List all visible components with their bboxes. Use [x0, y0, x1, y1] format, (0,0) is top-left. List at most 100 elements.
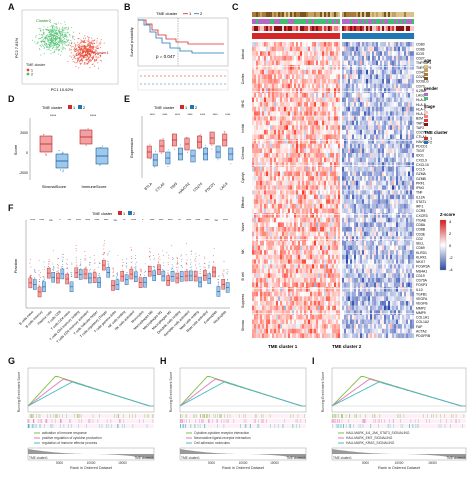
heatmap-cell	[346, 227, 348, 232]
heatmap-cell	[342, 144, 344, 149]
heatmap-cell	[412, 111, 414, 116]
heatmap-cell	[262, 135, 264, 140]
heatmap-cell	[266, 102, 268, 107]
pca-point-cluster-1	[87, 59, 88, 60]
pca-point-cluster-2	[47, 36, 48, 37]
heatmap-cell	[282, 213, 284, 218]
heatmap-cell	[388, 56, 390, 61]
heatmap-cell	[374, 232, 376, 237]
heatmap-cell	[342, 111, 344, 116]
heatmap-cell	[368, 111, 370, 116]
heatmap-cell	[296, 241, 298, 246]
heatmap-cell	[320, 172, 322, 177]
panel-b-survival: TME cluster 1 2 p = 0.047 Survival proba…	[128, 8, 232, 94]
heatmap-cell	[308, 135, 310, 140]
heatmap-cell	[336, 42, 338, 47]
heatmap-cell	[270, 107, 272, 112]
heatmap-cell	[262, 42, 264, 47]
heatmap-cell	[300, 79, 302, 84]
heatmap-cell	[316, 236, 318, 241]
heatmap-cell	[370, 102, 372, 107]
heatmap-cell	[284, 190, 286, 195]
heatmap-cell	[270, 148, 272, 153]
heatmap-cell	[396, 93, 398, 98]
heatmap-cell	[318, 56, 320, 61]
annot-cell-cluster	[288, 33, 290, 39]
pca-point-cluster-2	[40, 31, 41, 32]
heatmap-cell	[378, 199, 380, 204]
heatmap-cell	[310, 195, 312, 200]
heatmap-cell	[404, 236, 406, 241]
heatmap-cell	[254, 98, 256, 103]
heatmap-cell	[316, 246, 318, 251]
heatmap-cell	[286, 148, 288, 153]
heatmap-cell	[392, 148, 394, 153]
heatmap-cell	[396, 61, 398, 66]
heatmap-cell	[282, 65, 284, 70]
heatmap-cell	[350, 227, 352, 232]
pca-point-cluster-2	[59, 45, 60, 46]
heatmap-cell	[392, 195, 394, 200]
heatmap-cell	[352, 144, 354, 149]
heatmap-cell	[294, 125, 296, 130]
heatmap-cell	[402, 246, 404, 251]
heatmap-cell	[332, 61, 334, 66]
heatmap-cell	[396, 241, 398, 246]
annot-cell-cluster	[366, 33, 368, 39]
heatmap-cell	[302, 153, 304, 158]
heatmap-cell	[320, 195, 322, 200]
heatmap-cell	[294, 70, 296, 75]
heatmap-cell	[280, 130, 282, 135]
heatmap-cell	[396, 232, 398, 237]
heatmap-cell	[378, 158, 380, 163]
heatmap-cell	[290, 98, 292, 103]
heatmap-cell	[370, 222, 372, 227]
heatmap-cell	[274, 121, 276, 126]
heatmap-cell	[380, 125, 382, 130]
heatmap-cell	[376, 241, 378, 246]
heatmap-cell	[358, 172, 360, 177]
heatmap-cell	[384, 204, 386, 209]
pca-point-cluster-1	[92, 52, 93, 53]
heatmap-cell	[274, 181, 276, 186]
heatmap-cell	[252, 181, 254, 186]
panel-a-pca: Cluster2 Cluster1 TME cluster 1 2 PC1 10…	[14, 8, 120, 94]
heatmap-cell	[356, 65, 358, 70]
heatmap-cell	[266, 176, 268, 181]
pca-point-cluster-2	[63, 47, 64, 48]
heatmap-cell	[400, 222, 402, 227]
heatmap-cell	[374, 172, 376, 177]
heatmap-cell	[272, 204, 274, 209]
heatmap-cell	[374, 88, 376, 93]
annot-cell-gender	[270, 19, 272, 24]
pca-point-cluster-1	[81, 44, 82, 45]
heatmap-cell	[260, 250, 262, 255]
annot-cell-stage	[262, 26, 264, 31]
heatmap-cell	[308, 65, 310, 70]
heatmap-cell	[344, 51, 346, 56]
heatmap-cell	[368, 56, 370, 61]
heatmap-cell	[338, 185, 340, 190]
heatmap-cell	[370, 74, 372, 79]
annot-cell-stage	[392, 26, 394, 31]
heatmap-cell	[302, 144, 304, 149]
heatmap-cell	[372, 158, 374, 163]
heatmap-cell	[256, 246, 258, 251]
heatmap-cell	[298, 144, 300, 149]
heatmap-cell	[316, 56, 318, 61]
heatmap-cell	[386, 65, 388, 70]
heatmap-cell	[402, 65, 404, 70]
heatmap-cell	[280, 195, 282, 200]
heatmap-cell	[344, 232, 346, 237]
heatmap-cell	[378, 121, 380, 126]
heatmap-cell	[308, 121, 310, 126]
annot-cell-cluster	[358, 33, 360, 39]
heatmap-cell	[346, 232, 348, 237]
heatmap-cell	[358, 98, 360, 103]
heatmap-cell	[314, 167, 316, 172]
heatmap-cell	[350, 98, 352, 103]
heatmap-cell	[374, 144, 376, 149]
heatmap-cell	[262, 190, 264, 195]
heatmap-cell	[268, 98, 270, 103]
heatmap-cell	[262, 204, 264, 209]
